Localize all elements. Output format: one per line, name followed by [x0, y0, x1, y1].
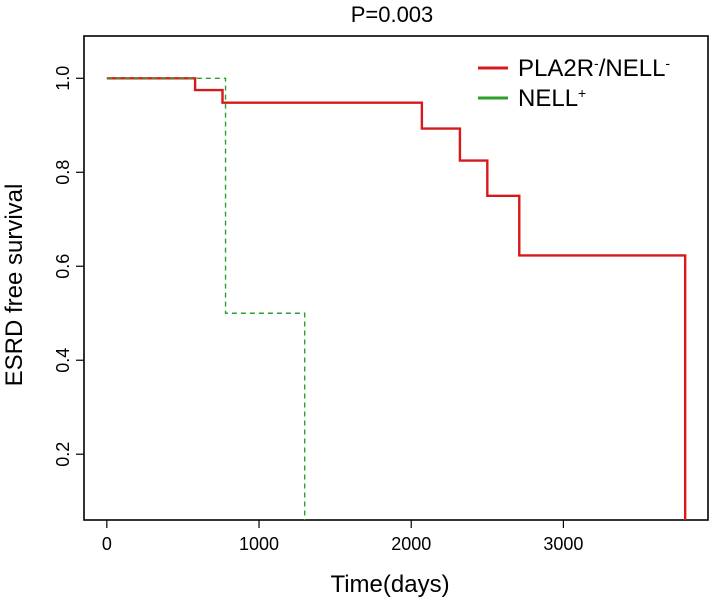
y-axis: 0.2 0.4 0.6 0.8 1.0: [53, 66, 84, 467]
chart-title: P=0.003: [351, 2, 434, 27]
y-tick-label-2: 0.6: [53, 254, 73, 279]
y-axis-label: ESRD free survival: [1, 184, 28, 387]
y-tick-label-3: 0.8: [53, 160, 73, 185]
series-layer: [106, 77, 687, 520]
x-tick-label-2: 2000: [391, 534, 431, 554]
series-line-1: [106, 77, 306, 520]
x-tick-label-3: 3000: [543, 534, 583, 554]
y-tick-label-0: 0.2: [53, 442, 73, 467]
plot-frame: [83, 35, 709, 521]
y-tick-label-4: 1.0: [53, 66, 73, 91]
y-tick-label-1: 0.4: [53, 348, 73, 373]
x-axis-label: Time(days): [330, 571, 449, 598]
legend-label-1: NELL+: [518, 85, 586, 112]
legend: PLA2R-/NELL- NELL+: [478, 55, 670, 112]
x-axis: 0 1000 2000 3000: [102, 520, 583, 554]
x-tick-label-1: 1000: [239, 534, 279, 554]
legend-label-0: PLA2R-/NELL-: [518, 55, 670, 82]
series-line-0: [106, 77, 687, 520]
x-tick-label-0: 0: [102, 534, 112, 554]
